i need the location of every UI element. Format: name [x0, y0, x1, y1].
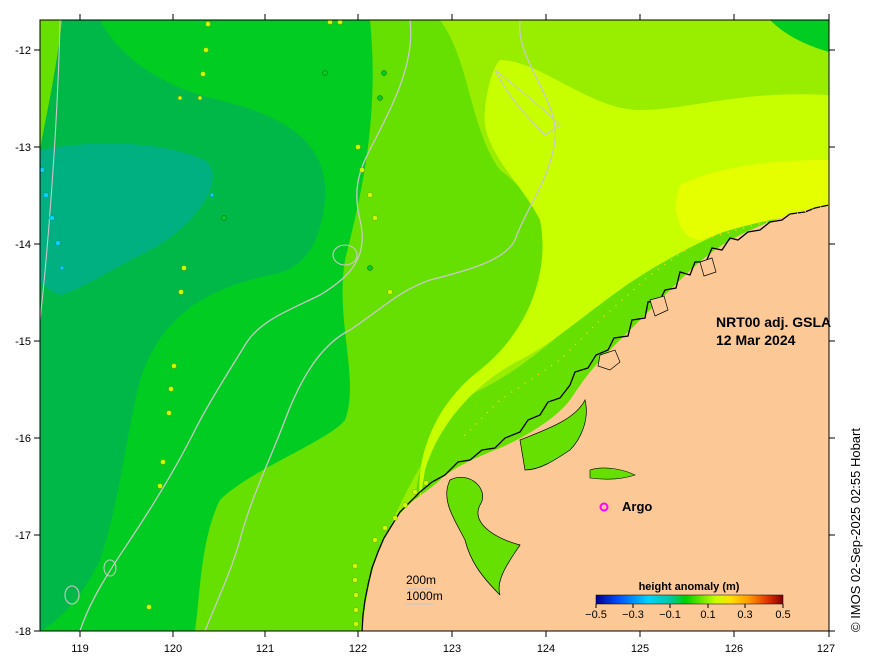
reef-shape — [494, 69, 561, 136]
colorbar-gradient — [595, 594, 784, 605]
argo-label: Argo — [622, 499, 652, 514]
argo-marker-icon — [599, 502, 609, 512]
x-tick-label: 126 — [725, 643, 743, 655]
field-region-edge — [40, 20, 62, 150]
island — [597, 349, 621, 371]
colorbar-label: 0.1 — [700, 609, 715, 621]
y-tick-label: -12 — [15, 45, 31, 57]
x-tick-label: 125 — [631, 643, 649, 655]
imos-credit: © IMOS 02-Sep-2025 02:55 Hobart — [848, 428, 863, 632]
track-points-green — [221, 70, 387, 271]
tick-marks — [34, 14, 835, 637]
colorbar-label: 0.3 — [737, 609, 752, 621]
y-tick-label: -16 — [15, 433, 31, 445]
isobath-200-label: 200m — [406, 573, 436, 587]
x-tick-labels: 119 120 121 122 123 124 125 126 127 — [71, 643, 835, 655]
map-title-date: 12 Mar 2024 — [716, 332, 796, 348]
y-tick-label: -15 — [15, 336, 31, 348]
colorbar-label: −0.5 — [585, 609, 607, 621]
bay-water — [519, 398, 587, 471]
map-title-product: NRT00 adj. GSLA — [716, 314, 831, 330]
anomaly-field — [40, 20, 829, 631]
colorbar-label: −0.1 — [659, 609, 681, 621]
colorbar-title: height anomaly (m) — [639, 581, 740, 593]
y-tick-label: -17 — [15, 530, 31, 542]
island — [699, 257, 717, 277]
isobath-200 — [204, 20, 556, 631]
x-tick-label: 127 — [817, 643, 835, 655]
isobath-1000 — [79, 20, 412, 631]
bay-water-2 — [589, 467, 636, 480]
isobath-1000-label: 1000m — [406, 589, 443, 603]
king-sound — [446, 477, 521, 596]
colorbar-ticks — [595, 604, 784, 608]
colorbar-label: −0.3 — [622, 609, 644, 621]
x-tick-label: 120 — [164, 643, 182, 655]
reef-ring — [103, 559, 117, 577]
colorbar-label: 0.5 — [775, 609, 790, 621]
y-tick-label: -18 — [15, 626, 31, 638]
track-points-blue — [40, 167, 215, 271]
colorbar-legend: height anomaly (m) −0.5 −0.3 −0.1 0.1 0.… — [585, 581, 791, 621]
x-tick-label: 124 — [537, 643, 555, 655]
plot-frame — [39, 19, 830, 632]
x-tick-label: 122 — [349, 643, 367, 655]
y-tick-label: -13 — [15, 142, 31, 154]
field-region-peak — [676, 160, 829, 240]
y-tick-label: -14 — [15, 239, 31, 251]
y-tick-labels: -12 -13 -14 -15 -16 -17 -18 — [15, 45, 31, 638]
field-region-lowest — [40, 143, 213, 295]
island — [649, 295, 669, 317]
field-region-ne-low — [770, 20, 829, 52]
x-tick-label: 119 — [71, 643, 89, 655]
track-points — [146, 20, 429, 627]
x-tick-label: 121 — [256, 643, 274, 655]
x-tick-label: 123 — [443, 643, 461, 655]
reef-ring — [332, 244, 358, 266]
isobath-west — [40, 20, 61, 321]
reef-ring — [64, 585, 80, 605]
